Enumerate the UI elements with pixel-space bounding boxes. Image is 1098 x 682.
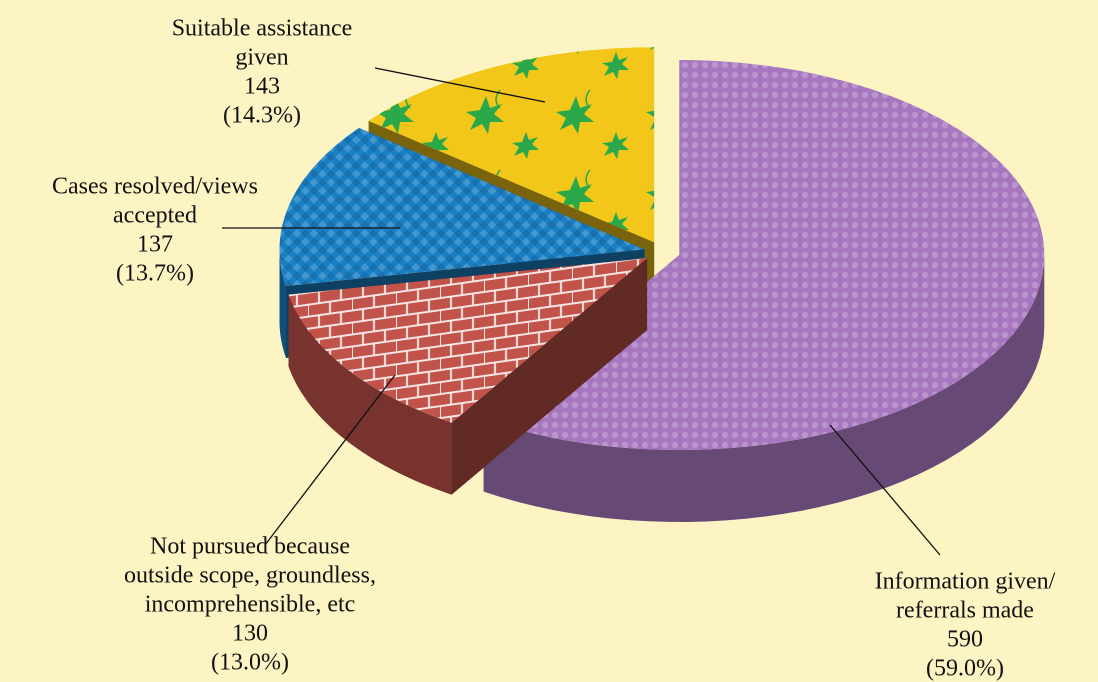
value-label: 590 [947,627,983,653]
value-label: 143 [244,74,280,100]
slice-texture [279,127,645,286]
slice-label: Suitable assistance [172,16,353,42]
slice-label: Information given/ [875,569,1056,595]
pie [279,47,1045,522]
leader-line [264,374,396,546]
slice-label: given [235,45,288,71]
value-label: 137 [137,232,173,258]
slice-label: outside scope, groundless, [124,563,376,589]
percent-label: (14.3%) [223,103,301,129]
slice-label: Cases resolved/views [52,174,258,200]
leader-line [374,67,546,103]
percent-label: (13.7%) [116,261,194,287]
value-label: 130 [232,621,268,647]
slice-label: accepted [113,203,197,229]
leader-line [829,424,941,556]
slice-side [279,249,286,358]
slice [288,258,648,495]
slice-label: Not pursued because [150,534,350,560]
slice-texture [288,258,648,423]
slice-side [483,255,1045,522]
slice-texture [368,47,655,243]
slice-label: incomprehensible, etc [145,592,356,618]
slice-label: referrals made [896,598,1034,624]
slice-side [288,294,452,495]
slice-texture [483,60,1045,451]
percent-label: (13.0%) [211,650,289,676]
labels: Information given/referrals made 590 (59.0… [52,16,1056,682]
percent-label: (59.0%) [926,656,1004,682]
